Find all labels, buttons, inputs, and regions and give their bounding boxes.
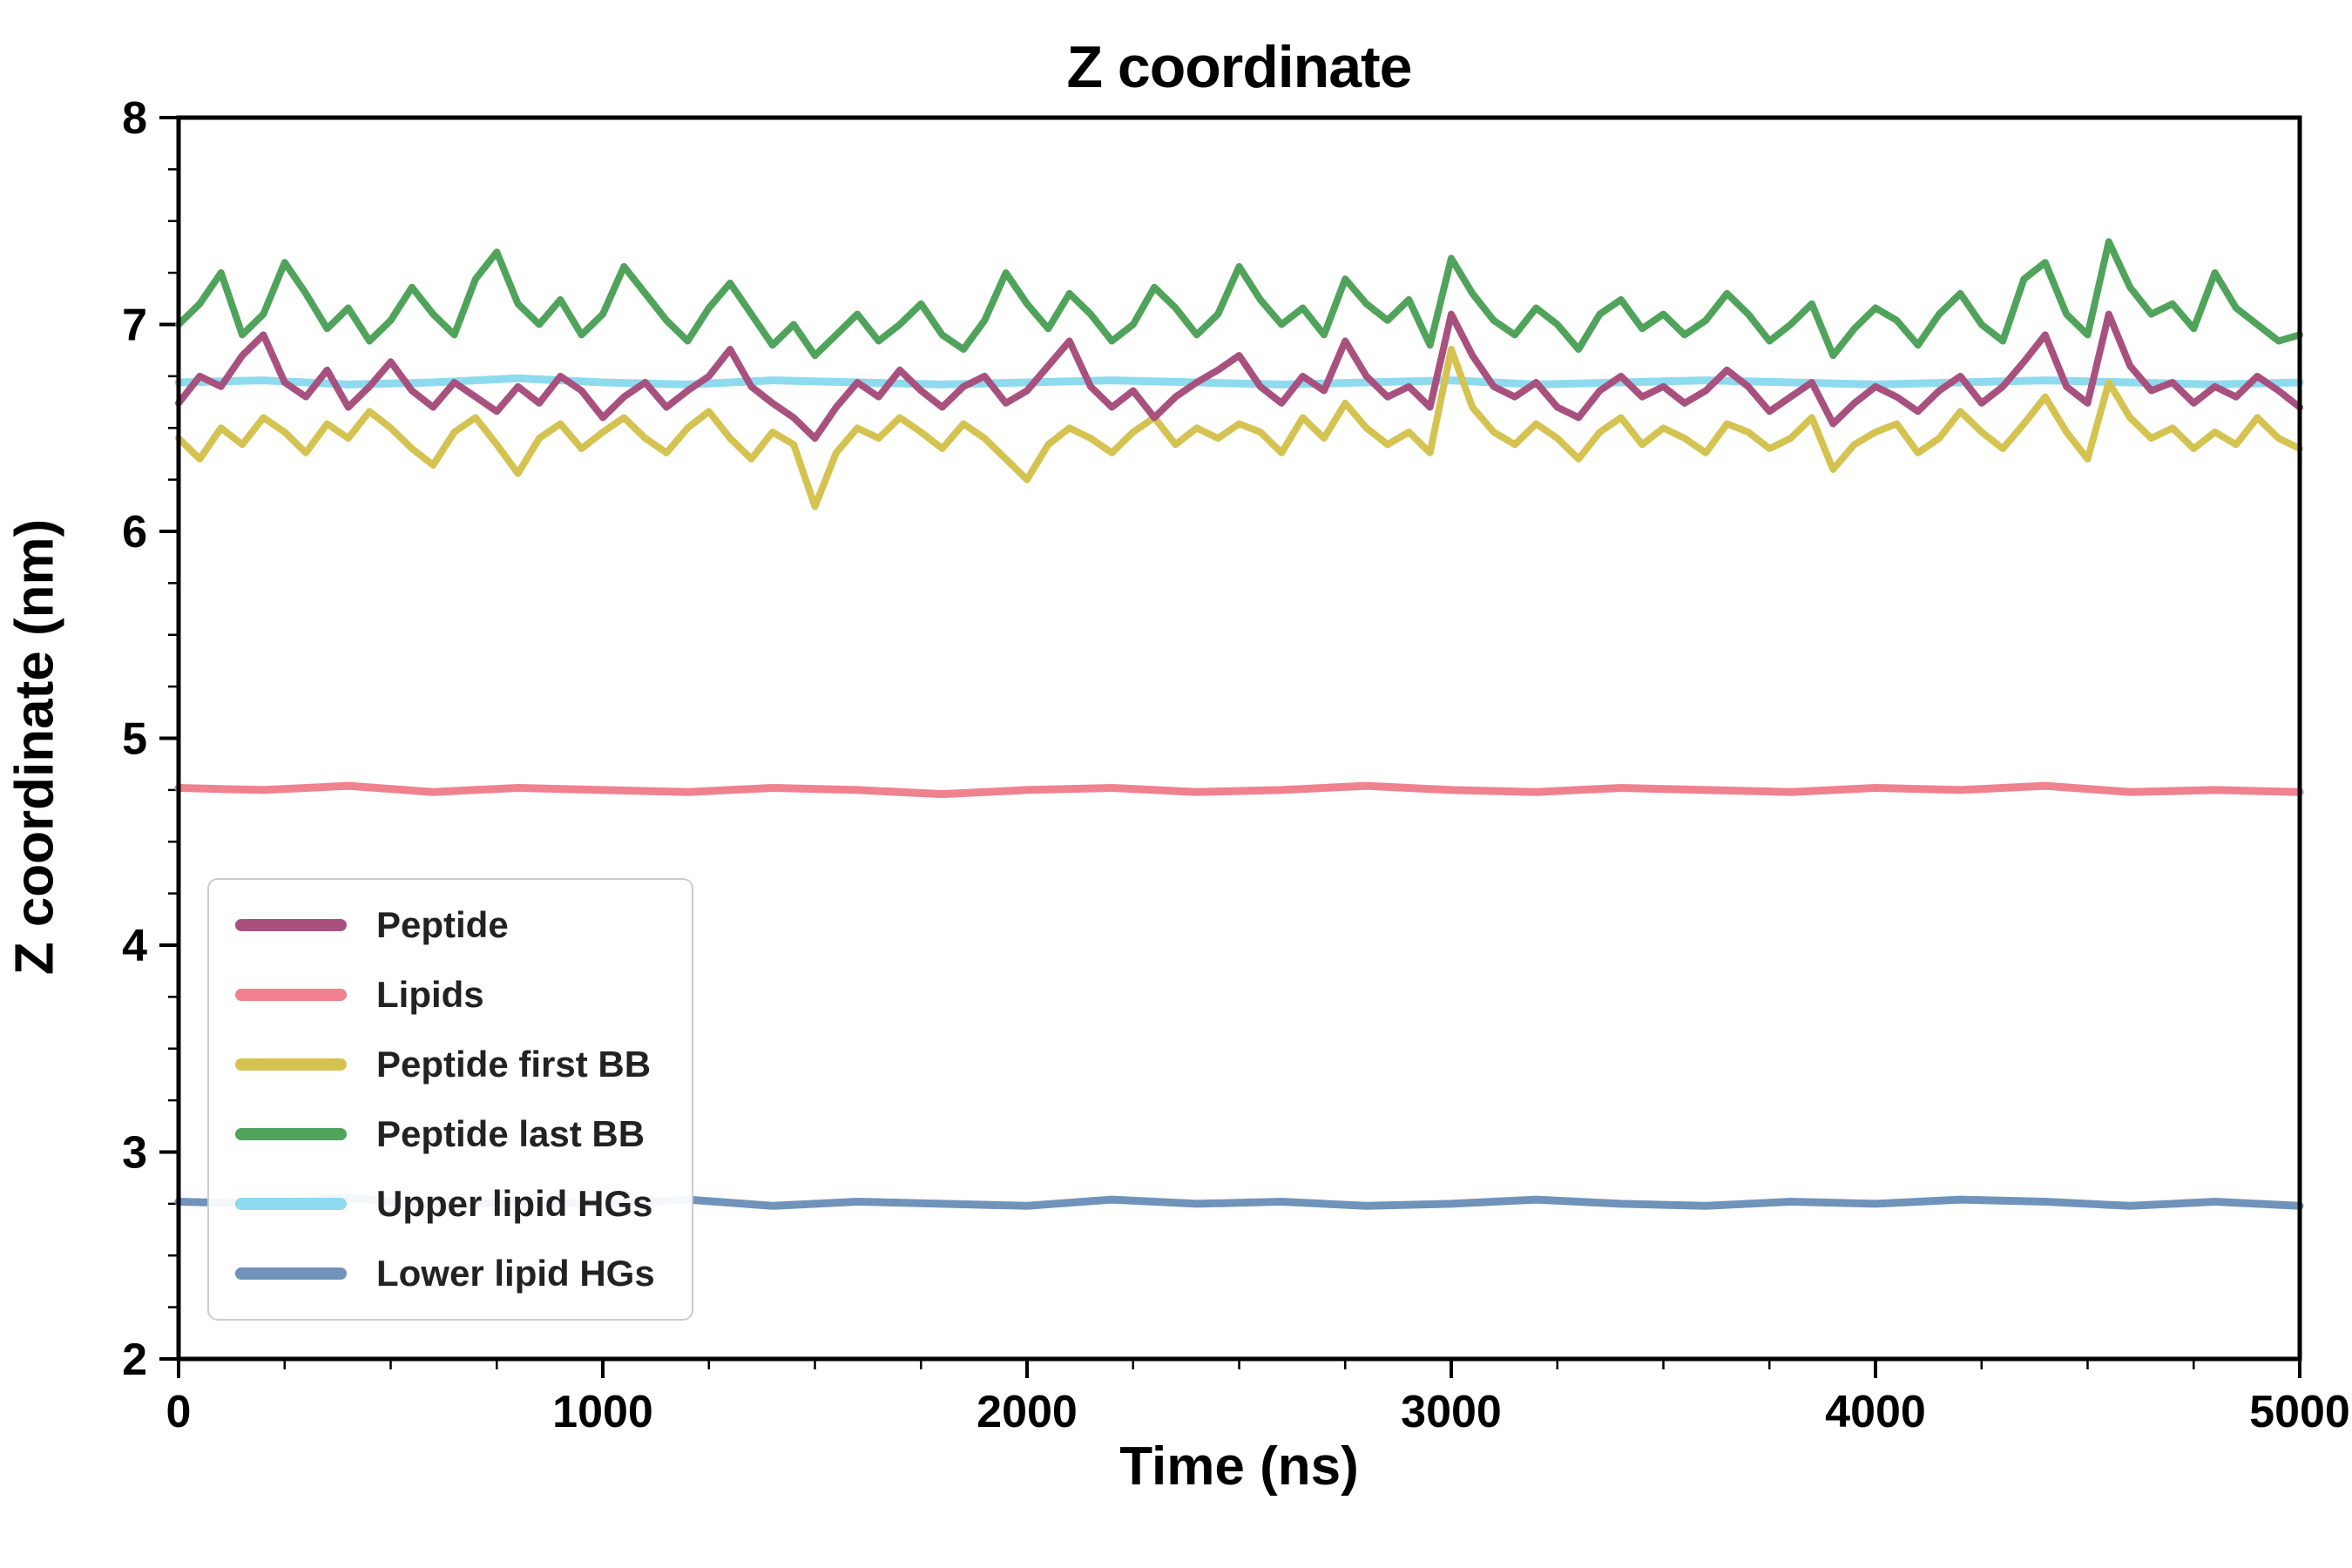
y-tick-label: 6 [122,507,147,558]
y-tick-label: 5 [122,714,147,765]
legend-label: Peptide first BB [376,1044,652,1085]
legend-label: Lipids [376,974,484,1015]
legend-label: Peptide last BB [376,1113,645,1154]
y-tick-label: 2 [122,1335,147,1385]
series-line-peptide-first-bb [175,346,2303,510]
series-line-upper-lipid-hgs [174,374,2304,389]
chart-title: Z coordinate [1066,34,1412,100]
legend-item-lower-lipid-hgs: Lower lipid HGs [235,1253,655,1294]
y-axis-label: Z coordinate (nm) [4,518,65,976]
legend-swatch-peptide-last-bb [235,1128,347,1140]
legend-swatch-peptide [235,919,347,931]
y-tick-label: 4 [122,921,147,971]
axes-spines [176,115,2302,1362]
legend-swatch-lipids [235,989,347,1001]
y-tick-label: 3 [122,1128,147,1179]
legend-swatch-lower-lipid-hgs [235,1267,347,1280]
series-line-lipids [174,781,2304,799]
x-axis-label: Time (ns) [1119,1436,1359,1497]
legend: Peptide Lipids Peptide first BB Peptide … [207,878,693,1321]
legend-item-peptide-first-bb: Peptide first BB [235,1044,655,1085]
legend-item-peptide-last-bb: Peptide last BB [235,1113,655,1155]
x-tick-label: 0 [166,1387,192,1437]
legend-swatch-peptide-first-bb [235,1058,347,1071]
x-tick-label: 5000 [2249,1387,2350,1437]
y-tick-label: 8 [122,93,147,144]
legend-item-peptide: Peptide [235,904,655,946]
x-tick-label: 2000 [977,1387,1078,1437]
legend-label: Peptide [376,904,509,945]
legend-item-upper-lipid-hgs: Upper lipid HGs [235,1183,655,1225]
y-tick-label: 7 [122,301,147,351]
x-tick-label: 4000 [1825,1387,1926,1437]
series-line-peptide [175,310,2303,443]
legend-swatch-upper-lipid-hgs [235,1198,347,1210]
legend-label: Upper lipid HGs [376,1183,653,1224]
series-line-peptide-last-bb [175,238,2303,360]
legend-label: Lower lipid HGs [376,1253,655,1294]
x-tick-label: 3000 [1401,1387,1502,1437]
x-tick-label: 1000 [552,1387,653,1437]
legend-item-lipids: Lipids [235,974,655,1016]
